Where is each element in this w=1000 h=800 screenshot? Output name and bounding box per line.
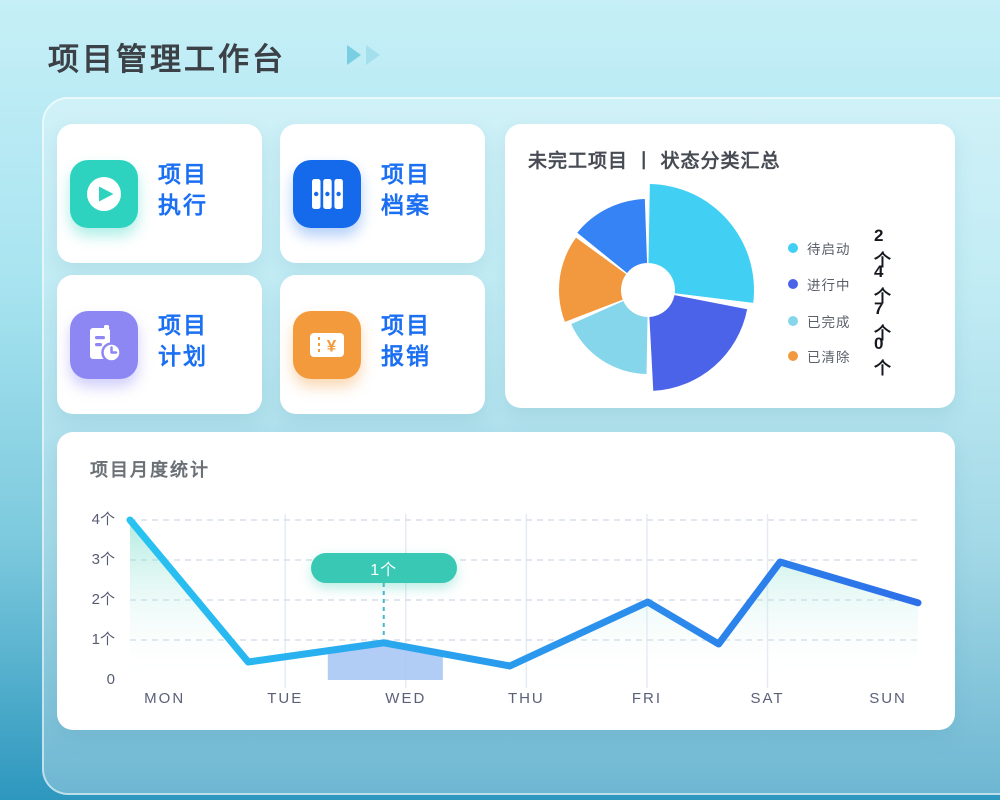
legend-count: 7个 [874,298,891,343]
y-axis-tick: 4个 [91,511,115,528]
plan-clock-icon [70,311,138,379]
x-axis-label: TUE [267,690,304,707]
nav-card-project-execution[interactable]: 项目 执行 [57,124,262,263]
x-axis-label: FRI [631,690,662,707]
status-donut-chart [559,184,754,391]
status-card-title: 未完工项目 丨 状态分类汇总 [528,151,781,172]
monthly-stats-card: 项目月度统计 4个 3个 2个 1个 0 [57,432,955,730]
play-icon [70,160,138,228]
line-chart [126,514,922,688]
nav-card-project-archive[interactable]: 项目 档案 [280,124,485,263]
x-axis-label: WED [385,690,427,707]
nav-card-label: 项目 计划 [158,312,208,369]
y-axis-tick: 1个 [91,631,115,648]
nav-card-project-reimbursement[interactable]: ¥ 项目 报销 [280,275,485,414]
ticket-yen-icon: ¥ [293,311,361,379]
wednesday-highlight-band [327,642,443,680]
legend-item[interactable]: 已完成 7个 [788,299,891,343]
nav-card-project-plan[interactable]: 项目 计划 [57,275,262,414]
donut-slice[interactable] [648,184,754,303]
nav-card-label: 项目 执行 [158,161,208,218]
legend-item[interactable]: 进行中 4个 [788,262,891,306]
donut-slice[interactable] [649,295,748,391]
nav-card-label: 项目 档案 [381,161,431,218]
svg-text:¥: ¥ [327,337,337,356]
archive-icon [293,160,361,228]
legend-count: 0个 [874,333,891,378]
y-axis-tick: 0 [106,671,115,688]
monthly-card-title: 项目月度统计 [90,460,210,480]
donut-slice[interactable] [559,237,627,322]
legend-item[interactable]: 已清除 0个 [788,334,891,378]
legend-count: 4个 [874,261,891,306]
legend-count: 2个 [874,225,891,270]
legend-dot [788,279,798,289]
page-title: 项目管理工作台 [48,42,286,77]
trend-line [126,516,922,670]
title-arrows [347,45,380,65]
y-axis-tick: 3个 [91,551,115,568]
nav-card-label: 项目 报销 [381,312,431,369]
x-axis-label: SAT [750,690,785,707]
x-axis-label: SUN [869,690,907,707]
legend-dot [788,316,798,326]
area-fill [130,520,918,680]
x-axis-label: MON [144,690,186,707]
chart-tooltip: 1个 [310,553,457,583]
y-axis-tick: 2个 [91,591,115,608]
forward-arrow-icon [366,45,380,65]
donut-slice[interactable] [571,300,648,374]
donut-slice[interactable] [577,199,648,274]
legend-item[interactable]: 待启动 2个 [788,226,891,270]
forward-arrow-icon [347,45,361,65]
x-axis-label: THU [507,690,545,707]
legend-dot [788,243,798,253]
legend-dot [788,351,798,361]
status-summary-card: 未完工项目 丨 状态分类汇总 待启动 2个 进行中 4个 已完成 7个 已清除 … [505,124,955,408]
